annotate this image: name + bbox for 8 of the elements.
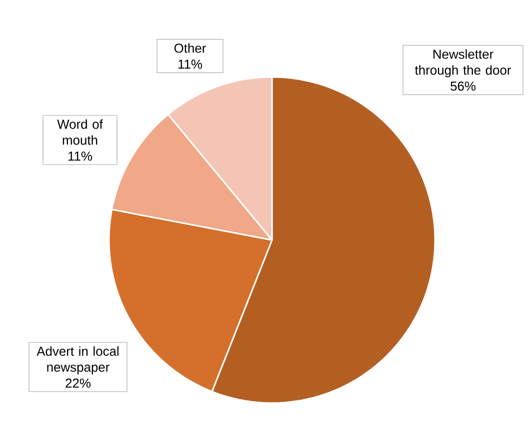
data-label: 11% [68,152,92,161]
slice-label: Other [174,43,206,53]
slice-label: Advert in local newspaper [36,346,119,374]
slice-label: Newsletter through the door [414,49,512,78]
data-label: 11% [178,60,202,69]
slice-label: Word of mouth [57,119,103,145]
data-label: 22% [66,378,91,388]
data-label: 56% [450,82,476,91]
